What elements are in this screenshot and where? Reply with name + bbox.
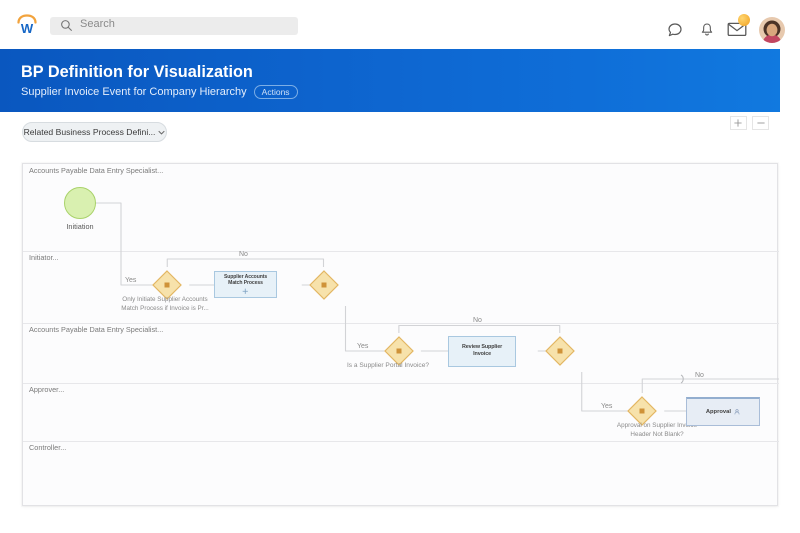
svg-text:W: W <box>21 21 34 36</box>
